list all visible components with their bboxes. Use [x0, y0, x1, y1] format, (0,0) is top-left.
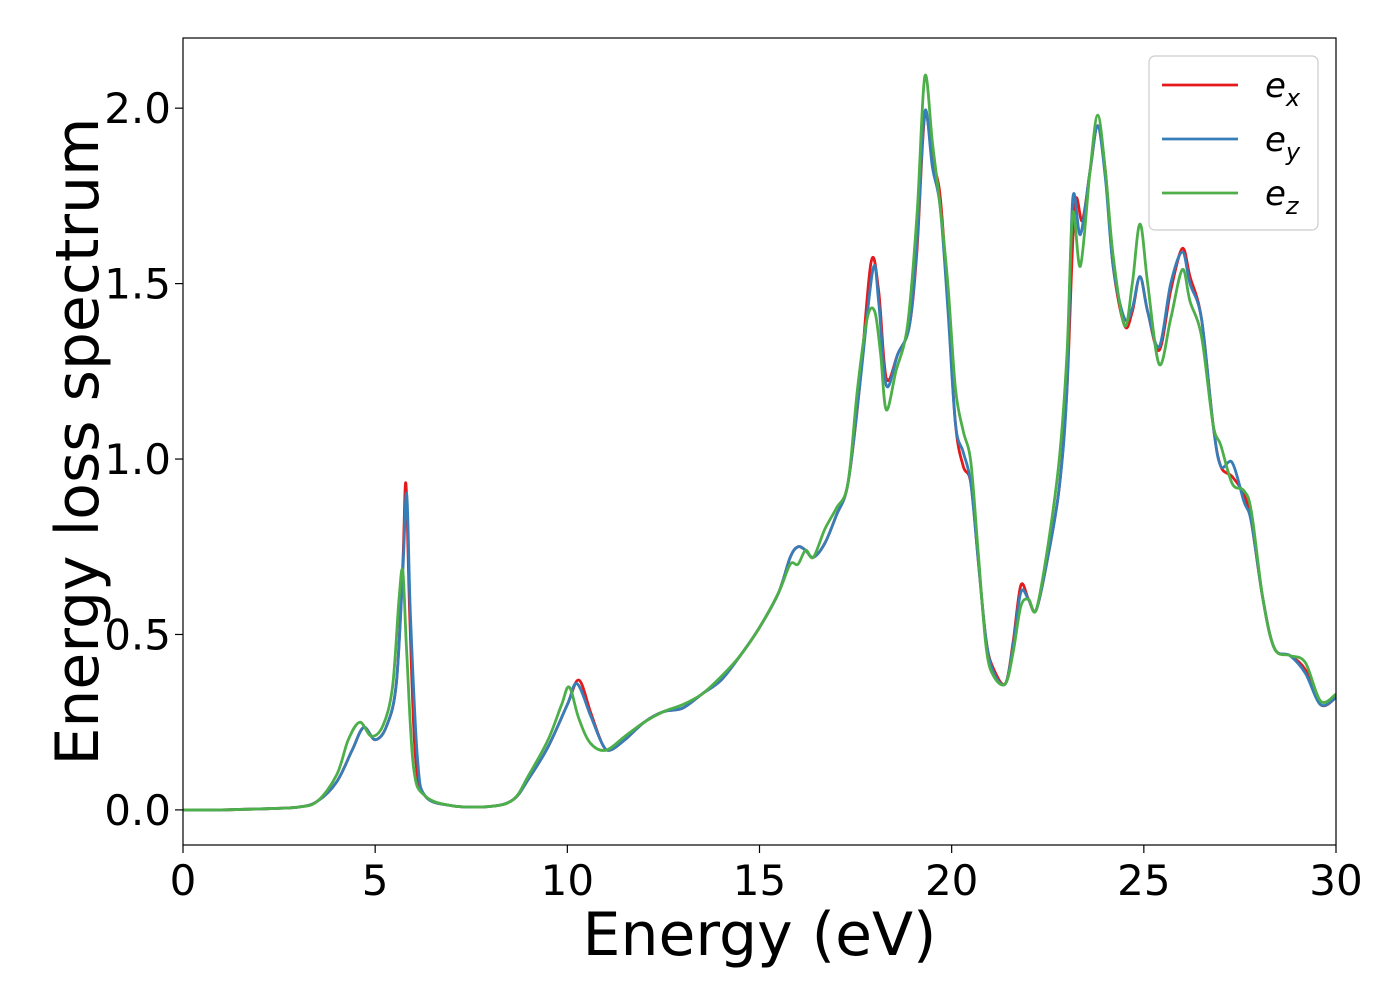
legend-box — [1148, 55, 1319, 231]
x-tick-label: 5 — [362, 856, 389, 905]
x-tick-label: 15 — [733, 856, 786, 905]
x-tick-label: 0 — [170, 856, 197, 905]
y-tick-label: 0.5 — [104, 610, 171, 659]
legend-label-x: ex — [1265, 66, 1301, 112]
x-tick-label: 25 — [1117, 856, 1170, 905]
x-tick-label: 30 — [1309, 856, 1362, 905]
plot-lines — [183, 73, 1336, 812]
y-axis-ticks: 0.0 0.5 1.0 1.5 2.0 — [104, 84, 183, 835]
x-tick-label: 10 — [541, 856, 594, 905]
y-tick-label: 1.5 — [104, 260, 171, 309]
x-axis-label: Energy (eV) — [583, 900, 937, 970]
legend-label-y: ey — [1265, 120, 1301, 166]
x-tick-label: 20 — [925, 856, 978, 905]
y-tick-label: 2.0 — [104, 84, 171, 133]
x-axis-ticks: 0 5 10 15 20 25 30 — [170, 845, 1363, 905]
y-axis-label: Energy loss spectrum — [43, 117, 113, 765]
y-tick-label: 1.0 — [104, 435, 171, 484]
y-tick-label: 0.0 — [104, 786, 171, 835]
series-line-e-z — [183, 73, 1336, 812]
